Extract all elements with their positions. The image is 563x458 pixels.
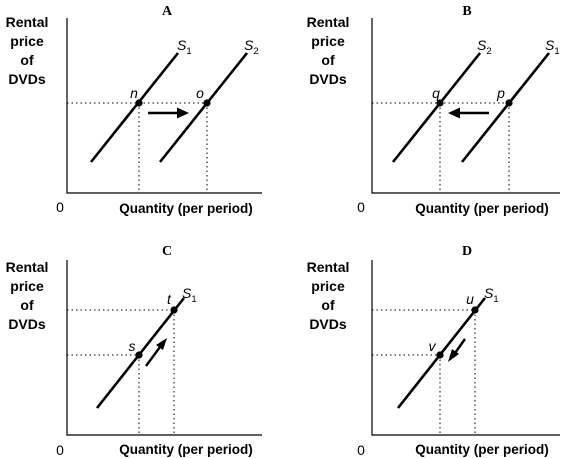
point-marker (135, 351, 143, 359)
origin-label: 0 (357, 199, 365, 215)
y-axis-label: Rental price of DVDs (307, 259, 350, 332)
axes (66, 260, 262, 436)
y-axis-label-line: DVDs (8, 316, 46, 332)
shift-arrow-left (448, 107, 489, 119)
axes (66, 18, 262, 194)
panel-c: C Rental price of DVDs 0 Quantity (per p… (6, 244, 262, 458)
axes (371, 18, 560, 194)
y-axis-label-line: of (321, 52, 335, 68)
curve-label: S1 (182, 285, 197, 305)
point-marker (170, 306, 178, 314)
y-axis-label: Rental price of DVDs (6, 14, 49, 87)
y-axis-label-line: of (321, 297, 335, 313)
point-marker (436, 351, 444, 359)
curve-name: S (244, 37, 254, 53)
point-label: v (429, 338, 437, 354)
curve-label: S1 (177, 37, 192, 57)
curve-name: S (545, 37, 555, 53)
supply-curve-s2 (158, 52, 249, 163)
point-label: o (196, 85, 204, 101)
curve-label: S1 (545, 37, 560, 57)
y-axis-label-line: price (10, 278, 44, 294)
curve-name: S (177, 37, 187, 53)
movement-arrow-up (145, 338, 167, 367)
movement-arrow-down (448, 338, 466, 362)
supply-curve-s1 (460, 52, 551, 163)
origin-label: 0 (357, 442, 365, 458)
curve-name: S (477, 37, 487, 53)
point-label: t (167, 291, 172, 307)
x-axis-label: Quantity (per period) (415, 201, 549, 216)
y-axis-label-line: price (10, 33, 44, 49)
curve-label: S2 (477, 37, 492, 57)
y-axis-label-line: Rental (307, 14, 350, 30)
y-axis-label-line: Rental (6, 259, 49, 275)
point-label: p (496, 85, 505, 101)
point-label: q (432, 85, 440, 101)
curve-subscript: 1 (493, 294, 498, 305)
origin-label: 0 (56, 442, 64, 458)
point-label: s (129, 338, 136, 354)
panel-b: B Rental price of DVDs 0 Quantity (per p… (307, 4, 560, 216)
y-axis-label-line: of (20, 52, 34, 68)
point-label: n (130, 85, 138, 101)
curve-label: S1 (484, 285, 499, 305)
y-axis-label-line: Rental (307, 259, 350, 275)
panel-title: D (462, 244, 472, 259)
curve-subscript: 2 (253, 46, 258, 57)
y-axis-label-line: price (311, 278, 345, 294)
point-marker (471, 306, 479, 314)
y-axis-label-line: Rental (6, 14, 49, 30)
shift-arrow-right (148, 107, 189, 119)
curve-subscript: 1 (186, 46, 191, 57)
origin-label: 0 (56, 199, 64, 215)
point-marker (135, 99, 143, 107)
curve-name: S (484, 285, 494, 301)
panel-title: B (462, 4, 471, 19)
supply-curve-s2 (391, 52, 482, 163)
y-axis-label: Rental price of DVDs (307, 14, 350, 87)
panel-title: C (162, 244, 172, 259)
axes (371, 260, 560, 436)
panel-d: D Rental price of DVDs 0 Quantity (per p… (307, 244, 560, 458)
y-axis-label-line: DVDs (8, 71, 46, 87)
supply-curve-s1 (89, 52, 180, 163)
curve-subscript: 2 (486, 46, 491, 57)
panel-title: A (162, 4, 173, 19)
y-axis-label-line: DVDs (309, 71, 347, 87)
point-marker (203, 99, 211, 107)
y-axis-label: Rental price of DVDs (6, 259, 49, 332)
x-axis-label: Quantity (per period) (415, 442, 549, 457)
y-axis-label-line: DVDs (309, 316, 347, 332)
curve-label: S2 (244, 37, 259, 57)
curve-subscript: 1 (554, 46, 559, 57)
x-axis-label: Quantity (per period) (119, 442, 253, 457)
y-axis-label-line: price (311, 33, 345, 49)
point-marker (505, 99, 513, 107)
curve-name: S (182, 285, 192, 301)
panel-a: A Rental price of DVDs 0 Quantity (per p… (6, 4, 262, 216)
x-axis-label: Quantity (per period) (119, 201, 253, 216)
point-marker (436, 99, 444, 107)
curve-subscript: 1 (191, 294, 196, 305)
point-label: u (466, 291, 474, 307)
y-axis-label-line: of (20, 297, 34, 313)
